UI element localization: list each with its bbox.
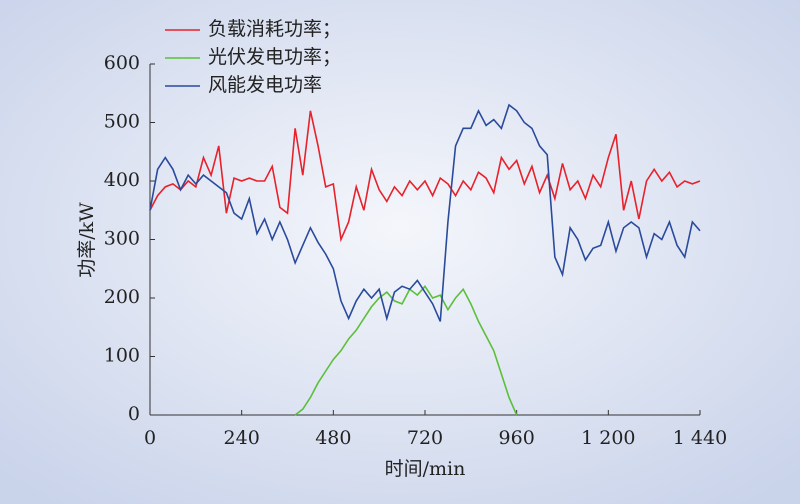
x-axis-label: 时间/min (385, 458, 466, 480)
y-tick-label: 500 (104, 111, 140, 133)
y-tick-label: 400 (104, 169, 140, 191)
x-tick-label: 1 440 (673, 427, 727, 449)
y-tick-label: 100 (104, 345, 140, 367)
series-line (149, 110, 701, 243)
x-tick-label: 1 200 (581, 427, 635, 449)
y-tick-label: 0 (128, 403, 140, 425)
x-tick-label: 480 (315, 427, 351, 449)
legend-label: 风能发电功率 (208, 74, 322, 96)
y-tick-label: 300 (104, 228, 140, 250)
legend-label: 光伏发电功率； (208, 46, 341, 68)
y-axis-label: 功率/kW (76, 202, 98, 278)
y-tick-label: 600 (104, 52, 140, 74)
x-tick-label: 0 (144, 427, 156, 449)
series-line (149, 103, 701, 322)
y-tick-label: 200 (104, 286, 140, 308)
series-line (294, 284, 518, 416)
legend-label: 负载消耗功率； (208, 18, 341, 40)
x-tick-label: 240 (224, 427, 260, 449)
x-tick-label: 720 (407, 427, 443, 449)
x-tick-label: 960 (499, 427, 535, 449)
